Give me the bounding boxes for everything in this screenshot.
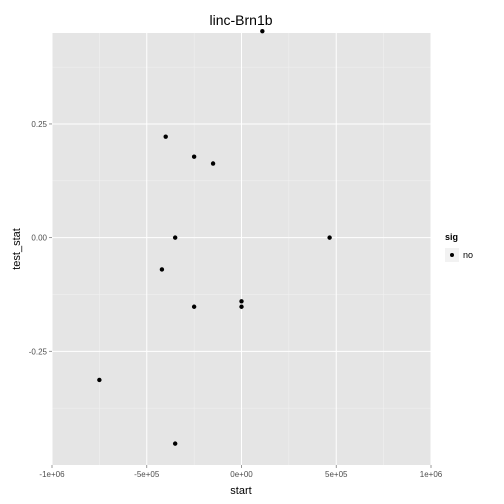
data-point: [163, 134, 168, 139]
y-tick-label: 0.25: [31, 120, 47, 129]
y-axis-label: test_stat: [11, 228, 23, 270]
data-point: [260, 28, 265, 34]
x-tick-label: 0e+00: [230, 470, 253, 479]
legend: sig no: [445, 232, 473, 262]
data-point: [191, 154, 197, 159]
x-tick-label: -1e+06: [39, 470, 65, 479]
y-tick-label: -0.25: [29, 347, 48, 356]
data-point: [97, 377, 102, 383]
chart-title: linc-Brn1b: [209, 12, 272, 28]
data-point: [239, 304, 244, 309]
x-axis-label: start: [230, 485, 251, 497]
data-point: [191, 304, 197, 309]
y-tick-label: 0.00: [31, 234, 47, 243]
data-point: [172, 235, 178, 240]
data-point: [239, 299, 244, 304]
x-axis: -1e+06 -5e+05 0e+00 5e+05 1e+06: [39, 465, 443, 479]
data-points: [97, 28, 332, 446]
legend-entry-no: no: [463, 250, 473, 260]
y-axis: -0.25 0.00 0.25: [29, 120, 52, 356]
x-tick-label: 1e+06: [420, 470, 443, 479]
x-tick-label: 5e+05: [325, 470, 348, 479]
data-point: [210, 161, 216, 166]
legend-key-point: [450, 253, 454, 257]
major-gridlines: [51, 33, 432, 465]
data-point: [327, 235, 332, 240]
legend-title: sig: [445, 232, 458, 242]
data-point: [159, 267, 165, 272]
x-tick-label: -5e+05: [134, 470, 160, 479]
data-point: [172, 441, 178, 446]
